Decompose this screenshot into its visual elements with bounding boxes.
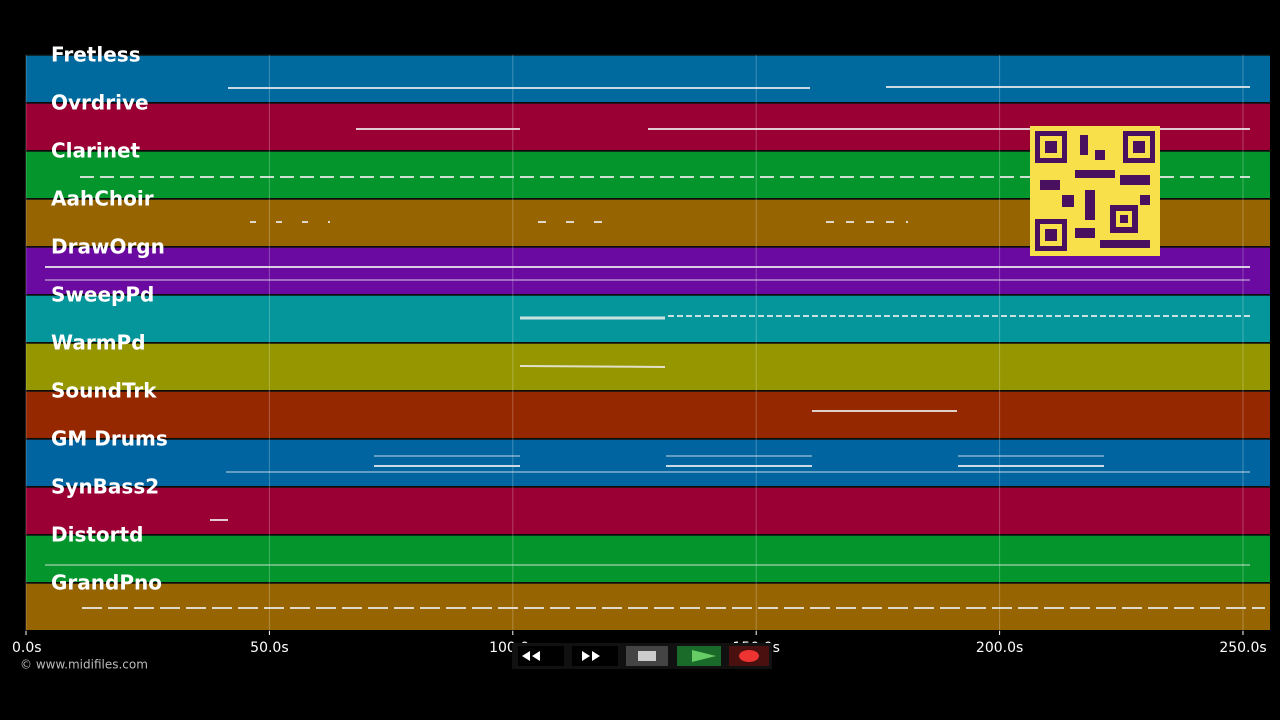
tracks: [26, 54, 1270, 630]
track-band: [26, 391, 1270, 438]
record-button[interactable]: [729, 646, 769, 666]
tick-label: 0.0s: [12, 640, 42, 656]
track-label: SynBass2: [51, 475, 159, 499]
notes: [45, 86, 1265, 609]
tick-label: 200.0s: [976, 640, 1023, 656]
stop-button[interactable]: [626, 646, 668, 666]
track-label: Ovrdrive: [51, 91, 149, 115]
track-band: [26, 439, 1270, 486]
tick-label: 50.0s: [250, 640, 288, 656]
qr-code: [1030, 126, 1160, 256]
track-band: [26, 55, 1270, 102]
transport-controls: [512, 643, 772, 669]
track-label: Distortd: [51, 523, 143, 547]
track-label: Fretless: [51, 43, 141, 67]
track-label: AahChoir: [51, 187, 154, 211]
track-label: WarmPd: [51, 331, 146, 355]
track-band: [26, 583, 1270, 630]
track-label: SweepPd: [51, 283, 154, 307]
copyright: © www.midifiles.com: [20, 658, 148, 672]
tick-label: 250.0s: [1219, 640, 1266, 656]
track-label: SoundTrk: [51, 379, 157, 403]
play-button[interactable]: [677, 646, 721, 666]
forward-button[interactable]: [572, 646, 618, 666]
track-band: [26, 487, 1270, 534]
grid: [25, 55, 1244, 631]
track-label: Clarinet: [51, 139, 141, 163]
track-label: GrandPno: [51, 571, 162, 595]
track-labels: Fretless Ovrdrive Clarinet AahChoir DrawOrgn…: [51, 43, 168, 595]
track-band: [26, 535, 1270, 582]
track-label: DrawOrgn: [51, 235, 165, 259]
rewind-button[interactable]: [518, 646, 564, 666]
track-label: GM Drums: [51, 427, 168, 451]
